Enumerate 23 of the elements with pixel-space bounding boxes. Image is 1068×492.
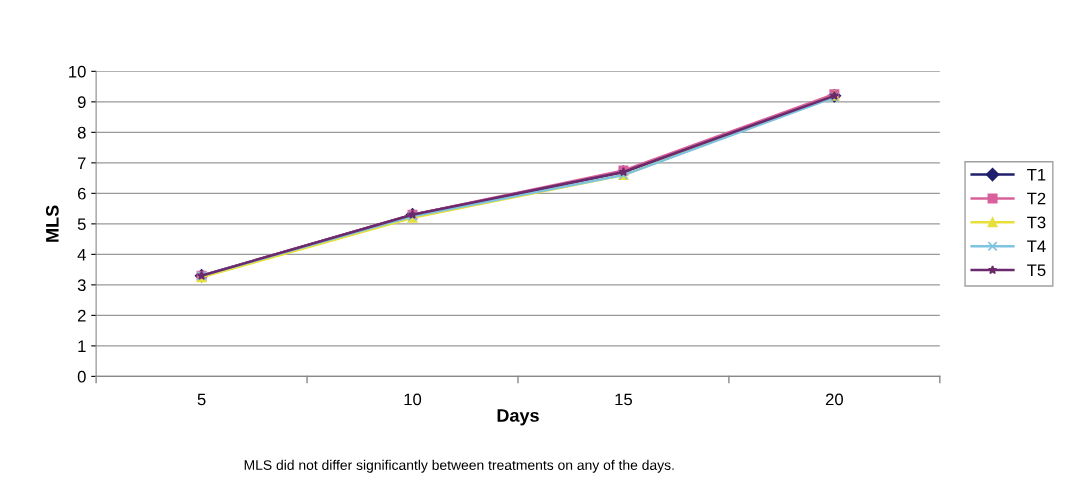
text: MLS did not differ significantly between treatments on any of the days. <box>244 459 674 473</box>
y-tick-label: 2 <box>77 309 86 322</box>
y-tick-label: 3 <box>77 279 86 292</box>
y-tick-label: 9 <box>77 96 86 109</box>
x-tick-label: 5 <box>197 393 206 406</box>
legend-label: T1 <box>1027 168 1046 181</box>
x-axis-title: Days <box>497 409 539 426</box>
legend-label: T4 <box>1027 240 1046 253</box>
y-tick-label: 1 <box>78 340 86 352</box>
legend-label: T5 <box>1027 264 1046 277</box>
y-tick-label: 5 <box>77 218 86 231</box>
y-axis-title: MLS <box>45 205 59 242</box>
y-tick-label: 10 <box>69 65 86 78</box>
y-tick-label: 4 <box>77 248 86 261</box>
x-tick-label: 10 <box>404 393 422 406</box>
y-tick-label: 7 <box>77 157 86 169</box>
y-tick-label: 8 <box>77 126 86 139</box>
legend-label: T3 <box>1027 216 1046 229</box>
y-tick-label: 6 <box>77 187 86 200</box>
y-tick-label: 0 <box>77 370 86 383</box>
x-tick-label: 20 <box>825 393 843 406</box>
legend-label: T2 <box>1027 192 1046 205</box>
x-tick-label: 15 <box>615 393 633 406</box>
